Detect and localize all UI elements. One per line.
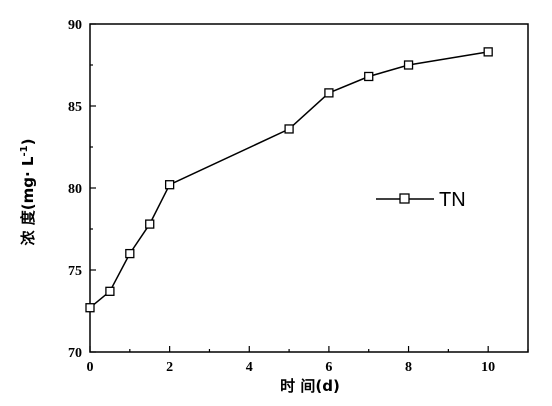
axis-tick-labels: 0 2 4 6 8 10 70 75 80 85 90 bbox=[68, 18, 495, 375]
plot-axes bbox=[89, 23, 529, 353]
x-axis-label: 时 间(d) bbox=[280, 377, 340, 395]
y-axis-label-superscript: -1 bbox=[19, 145, 30, 156]
legend: TN bbox=[376, 189, 466, 211]
plot-frame bbox=[89, 23, 529, 353]
y-axis-label: 浓 度(mg· L-1) bbox=[19, 139, 37, 246]
y-tick-label: 90 bbox=[68, 18, 82, 33]
y-tick-label: 85 bbox=[68, 100, 82, 115]
data-point bbox=[145, 219, 155, 229]
y-axis-label-tail: ) bbox=[19, 139, 37, 146]
data-point bbox=[483, 47, 493, 57]
y-tick-label: 80 bbox=[68, 182, 82, 197]
series-line-tn bbox=[89, 51, 489, 309]
x-tick-label: 8 bbox=[405, 360, 412, 375]
data-point bbox=[85, 303, 95, 313]
series-layer bbox=[85, 47, 493, 313]
axis-ticks bbox=[89, 23, 529, 353]
legend-marker bbox=[399, 193, 410, 204]
data-point bbox=[105, 286, 115, 296]
x-tick-label: 6 bbox=[325, 360, 332, 375]
x-tick-label: 2 bbox=[166, 360, 173, 375]
y-axis-label-main: 浓 度(mg· L bbox=[19, 156, 37, 245]
data-point bbox=[284, 124, 294, 134]
y-tick-label: 70 bbox=[68, 346, 82, 361]
x-tick-label: 0 bbox=[87, 360, 94, 375]
data-point bbox=[403, 60, 414, 70]
x-tick-label: 10 bbox=[481, 360, 495, 375]
legend-label-tn: TN bbox=[439, 189, 466, 211]
data-point bbox=[324, 88, 334, 98]
data-point bbox=[125, 248, 135, 259]
data-point bbox=[164, 180, 175, 190]
data-point bbox=[364, 71, 374, 82]
y-tick-label: 75 bbox=[68, 264, 82, 279]
x-tick-label: 4 bbox=[246, 360, 253, 375]
